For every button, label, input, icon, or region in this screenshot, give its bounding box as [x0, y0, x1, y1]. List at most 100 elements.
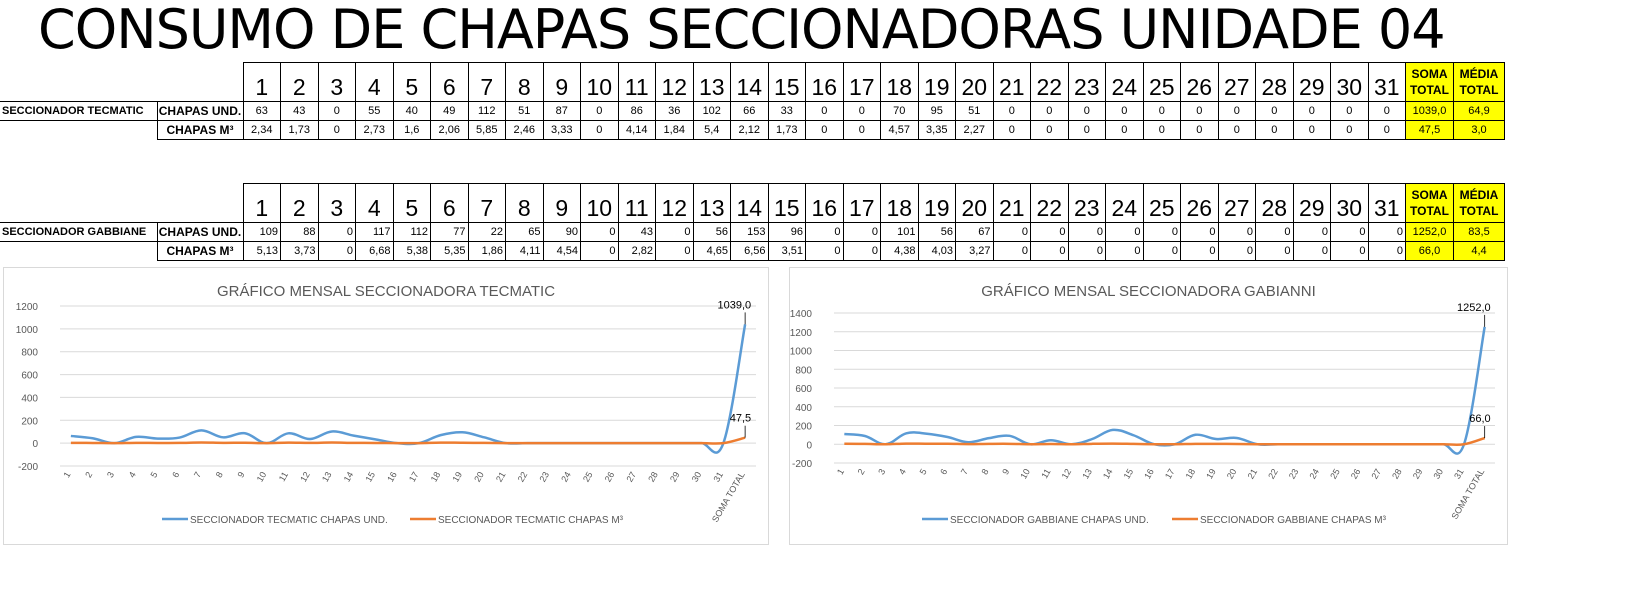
value-cell: 0 [1030, 101, 1069, 121]
x-tick-label: 21 [494, 470, 508, 484]
value-cell: 0 [1367, 120, 1406, 140]
value-cell: 0 [1367, 241, 1406, 261]
value-cell: 0 [317, 222, 356, 242]
value-cell: 0 [1142, 120, 1181, 140]
day-header: 18 [880, 62, 919, 102]
day-header: 3 [317, 62, 356, 102]
sum-header-line2: TOTAL [1410, 204, 1449, 218]
avg-cell: 4,4 [1453, 241, 1505, 261]
avg-header: MÉDIA TOTAL [1453, 62, 1505, 102]
value-cell: 0 [1030, 241, 1069, 261]
value-cell: 0 [1292, 101, 1331, 121]
value-cell: 1,73 [280, 120, 319, 140]
y-tick-label: 1200 [16, 302, 39, 313]
value-cell: 0 [805, 222, 844, 242]
day-header: 22 [1030, 62, 1069, 102]
value-cell: 0 [1105, 222, 1144, 242]
x-tick-label: 2 [856, 467, 867, 476]
value-cell: 0 [1142, 101, 1181, 121]
value-cell: 0 [317, 120, 356, 140]
chart-title: GRÁFICO MENSAL SECCIONADORA GABIANNI [981, 283, 1316, 300]
row-label: SECCIONADOR TECMATIC [0, 101, 158, 121]
blank-cell [0, 63, 157, 102]
day-header: 20 [955, 183, 994, 223]
metric-label: CHAPAS M³ [156, 120, 244, 140]
value-cell: 0 [1180, 241, 1219, 261]
x-tick-label: 28 [1390, 467, 1404, 481]
value-cell: 0 [1255, 120, 1294, 140]
x-tick-label: 3 [876, 467, 887, 476]
tecmatic-chart: GRÁFICO MENSAL SECCIONADORA TECMATIC -200… [3, 267, 769, 545]
x-tick-label: 10 [1018, 467, 1032, 481]
legend-label: SECCIONADOR TECMATIC CHAPAS M³ [438, 515, 624, 526]
x-tick-label: 12 [1060, 467, 1074, 481]
sum-header: SOMA TOTAL [1405, 62, 1454, 102]
value-cell: 0 [1217, 241, 1256, 261]
x-tick-label: 28 [646, 470, 660, 484]
x-tick-label: 9 [235, 470, 246, 479]
x-tick-label: 8 [214, 470, 225, 479]
value-cell: 77 [430, 222, 469, 242]
x-tick-label: 7 [192, 470, 203, 479]
x-tick-label: 1 [61, 470, 72, 479]
x-tick-label: 20 [472, 470, 486, 484]
day-header: 9 [542, 62, 581, 102]
value-cell: 0 [1217, 120, 1256, 140]
data-label: 47,5 [730, 413, 751, 425]
value-cell: 95 [917, 101, 956, 121]
value-cell: 0 [655, 241, 694, 261]
day-header: 10 [580, 62, 619, 102]
metric-label: CHAPAS UND. [156, 222, 244, 242]
y-tick-label: 200 [21, 416, 38, 427]
day-header: 28 [1255, 62, 1294, 102]
day-header: 29 [1292, 183, 1331, 223]
day-header: 14 [730, 62, 769, 102]
data-label: 66,0 [1469, 413, 1490, 425]
table-header-row: 1 2 3 4 5 6 7 8 9 10 11 12 13 14 15 16 17 18 19 20 21 22 23 24 2… [0, 62, 1505, 102]
x-tick-label: 26 [603, 470, 617, 484]
y-tick-label: 0 [806, 440, 812, 451]
value-cell: 0 [1105, 241, 1144, 261]
value-cell: 0 [1330, 241, 1369, 261]
value-cell: 3,33 [542, 120, 581, 140]
value-cell: 0 [1255, 222, 1294, 242]
y-tick-label: 600 [795, 384, 812, 395]
value-cell: 67 [955, 222, 994, 242]
value-cell: 0 [1330, 120, 1369, 140]
value-cell: 0 [580, 120, 619, 140]
day-header: 16 [805, 183, 844, 223]
value-cell: 2,06 [430, 120, 469, 140]
value-cell: 55 [355, 101, 394, 121]
value-cell: 2,27 [955, 120, 994, 140]
value-cell: 56 [917, 222, 956, 242]
sum-cell: 1252,0 [1405, 222, 1454, 242]
x-tick-label: 11 [277, 470, 290, 483]
value-cell: 101 [880, 222, 919, 242]
avg-header-line1: MÉDIA [1459, 188, 1499, 202]
day-header: 27 [1217, 183, 1256, 223]
day-header: 18 [880, 183, 919, 223]
day-header: 16 [805, 62, 844, 102]
day-header: 11 [617, 62, 656, 102]
value-cell: 0 [1292, 222, 1331, 242]
day-header: 25 [1142, 62, 1181, 102]
sum-header-line1: SOMA [1411, 67, 1448, 81]
value-cell: 4,03 [917, 241, 956, 261]
x-tick-label: 15 [1122, 467, 1136, 481]
x-tick-label: 29 [1411, 467, 1425, 481]
y-tick-label: 400 [21, 393, 38, 404]
x-tick-label: 17 [407, 470, 421, 484]
value-cell: 51 [955, 101, 994, 121]
series-line [70, 324, 747, 454]
x-tick-label: 16 [1142, 467, 1156, 481]
day-header: 10 [580, 183, 619, 223]
value-cell: 0 [992, 241, 1031, 261]
day-header: 5 [392, 62, 431, 102]
day-header: 1 [242, 62, 281, 102]
day-header: 17 [842, 183, 881, 223]
day-header: 28 [1255, 183, 1294, 223]
value-cell: 4,14 [617, 120, 656, 140]
day-header: 12 [655, 183, 694, 223]
value-cell: 0 [842, 222, 881, 242]
value-cell: 22 [467, 222, 506, 242]
